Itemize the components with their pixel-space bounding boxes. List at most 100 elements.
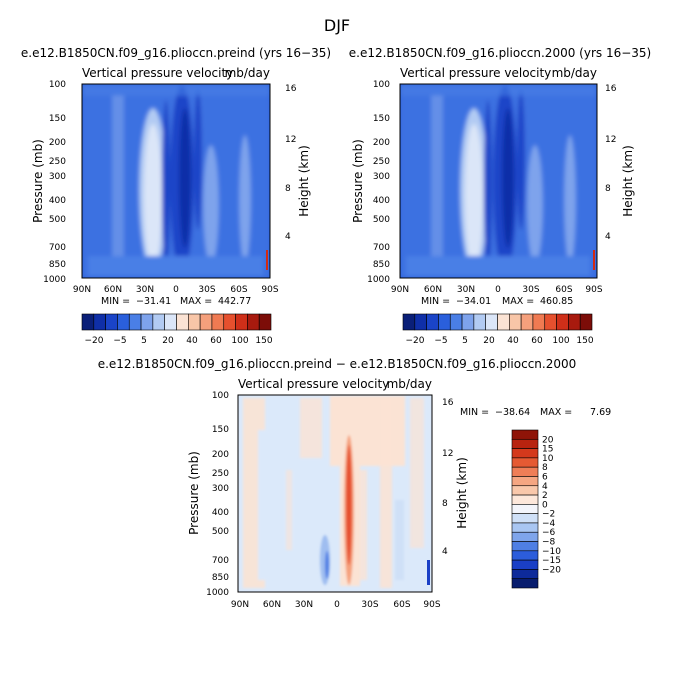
colorbar-tick: −5 (434, 336, 447, 346)
contour-field (82, 84, 270, 278)
x-tick: 60S (230, 285, 247, 295)
colorbar-swatch (511, 522, 539, 533)
y-axis-ticks: 100 150 200 250 300 400 500 700 850 1000 (367, 80, 390, 285)
colorbar-swatch (520, 313, 534, 331)
colorbar-swatch (461, 313, 475, 331)
colorbar-swatch (579, 313, 593, 331)
colorbar-tick: 60 (210, 336, 222, 346)
panel-preind: e.e12.B1850CN.f09_g16.plioccn.preind (yr… (21, 46, 331, 346)
plot-frame (81, 83, 271, 279)
colorbar-swatches (511, 429, 539, 589)
y-tick: 700 (212, 556, 229, 566)
colorbar-swatch (105, 313, 118, 331)
colorbar-tick: −6 (542, 528, 556, 538)
x-tick: 60N (424, 285, 442, 295)
colorbar: −20 −5 5 20 40 60 100 150 (81, 313, 273, 346)
colorbar-swatch (511, 578, 539, 589)
colorbar-swatch (497, 313, 510, 331)
x-tick: 60S (555, 285, 572, 295)
x-tick: 30N (457, 285, 475, 295)
colorbar-swatch (511, 513, 539, 524)
colorbar-tick: 20 (483, 336, 495, 346)
colorbar-swatch (511, 569, 539, 580)
stat-max-value: 7.69 (590, 407, 611, 418)
colorbar-tick: 10 (542, 454, 554, 464)
y2-tick: 8 (285, 184, 291, 194)
y-tick: 100 (373, 80, 390, 90)
colorbar-swatch (93, 313, 106, 331)
y-axis-label: Pressure (mb) (31, 139, 45, 223)
colorbar-swatch (199, 313, 213, 331)
x-tick: 90S (585, 285, 602, 295)
colorbar-tick: 40 (186, 336, 198, 346)
stat-min-value: −34.01 (456, 296, 491, 307)
y2-tick: 12 (285, 135, 296, 145)
colorbar-swatch (511, 448, 539, 459)
y-tick: 400 (49, 196, 66, 206)
panel-title: e.e12.B1850CN.f09_g16.plioccn.2000 (yrs … (349, 46, 651, 60)
colorbar-swatch (164, 313, 177, 331)
y-tick: 200 (49, 138, 66, 148)
x-tick: 90S (423, 600, 440, 610)
x-tick: 90S (261, 285, 278, 295)
y-tick: 150 (373, 114, 390, 124)
colorbar-swatch (473, 313, 486, 331)
colorbar-swatch (402, 313, 416, 331)
x-tick: 0 (334, 600, 340, 610)
panel-subtitle-right: mb/day (225, 66, 270, 80)
colorbar-tick: −20 (406, 336, 425, 346)
y-tick: 300 (49, 172, 66, 182)
figure-title: DJF (324, 16, 350, 35)
colorbar-swatch (235, 313, 248, 331)
y-tick: 300 (212, 484, 229, 494)
y-tick: 100 (212, 391, 229, 401)
panel-subtitle-left: Vertical pressure velocity (238, 377, 389, 391)
colorbar-tick: −20 (542, 565, 561, 575)
stat-max-value: 460.85 (540, 296, 573, 307)
colorbar-swatch (485, 313, 498, 331)
colorbar-swatch (511, 457, 539, 468)
x-tick: 30S (361, 600, 378, 610)
panel-2000: e.e12.B1850CN.f09_g16.plioccn.2000 (yrs … (349, 46, 651, 346)
plot-frame (399, 83, 598, 279)
colorbar-swatch (511, 541, 539, 552)
panel-subtitle-right: mb/day (552, 66, 597, 80)
y-tick: 300 (373, 172, 390, 182)
y-axis-label: Pressure (mb) (187, 451, 201, 535)
colorbar-swatch (511, 504, 539, 514)
x-tick: 30S (522, 285, 539, 295)
y-axis-ticks: 100 150 200 250 300 400 500 700 850 1000 (206, 391, 229, 598)
x-tick: 30S (198, 285, 215, 295)
x-axis-ticks: 90N 60N 30N 0 30S 60S 90S (231, 600, 441, 610)
y2-axis-label: Height (km) (297, 145, 311, 216)
colorbar-tick: −5 (113, 336, 126, 346)
panel-subtitle-left: Vertical pressure velocity (82, 66, 233, 80)
stat-max-label: MAX = (540, 407, 572, 418)
colorbar-swatch (511, 485, 539, 496)
colorbar-swatch (223, 313, 236, 331)
y2-tick: 8 (442, 499, 448, 509)
y-tick: 500 (49, 215, 66, 225)
y-tick: 500 (373, 215, 390, 225)
colorbar-swatch (140, 313, 154, 331)
colorbar-swatch (247, 313, 260, 331)
colorbar-swatch (414, 313, 427, 331)
y-tick: 1000 (206, 588, 229, 598)
x-axis-ticks: 90N 60N 30N 0 30S 60S 90S (73, 285, 279, 295)
colorbar-tick: −2 (542, 510, 555, 520)
panel-subtitle-left: Vertical pressure velocity (400, 66, 551, 80)
y-tick: 700 (373, 243, 390, 253)
y-tick: 850 (49, 260, 66, 270)
colorbar-tick: 4 (542, 482, 548, 492)
colorbar-swatches (81, 313, 272, 331)
colorbar-swatch (532, 313, 546, 331)
y2-tick: 16 (605, 84, 617, 94)
colorbar-swatch (511, 550, 539, 561)
panel-title: e.e12.B1850CN.f09_g16.plioccn.preind (yr… (21, 46, 331, 60)
colorbar-tick: −8 (542, 538, 556, 548)
panel-difference: e.e12.B1850CN.f09_g16.plioccn.preind − e… (98, 357, 611, 610)
colorbar: −20 −5 5 20 40 60 100 150 (402, 313, 594, 346)
colorbar-tick: −15 (542, 556, 561, 566)
